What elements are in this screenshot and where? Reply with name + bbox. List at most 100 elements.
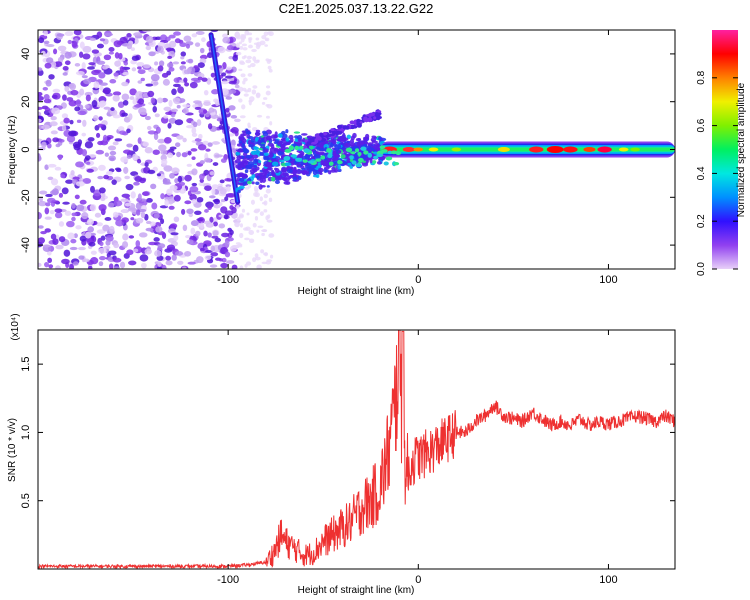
signal-hotspot bbox=[528, 146, 544, 153]
noise-blob bbox=[213, 204, 221, 209]
snr-y-tick-label: 1.5 bbox=[20, 356, 32, 371]
noise-blob bbox=[158, 144, 167, 152]
noise-blob bbox=[142, 141, 150, 147]
noise-blob bbox=[100, 100, 107, 107]
noise-blob bbox=[43, 98, 52, 104]
noise-blob bbox=[68, 100, 78, 107]
noise-blob bbox=[167, 152, 174, 158]
noise-blob bbox=[171, 167, 180, 174]
noise-blob bbox=[177, 175, 183, 183]
noise-blob bbox=[221, 257, 227, 263]
noise-blob bbox=[103, 54, 112, 61]
noise-blob bbox=[201, 77, 208, 82]
spectrogram-y-tick-label: -40 bbox=[20, 237, 32, 253]
signal-trail bbox=[373, 116, 377, 120]
noise-blob bbox=[199, 247, 205, 252]
noise-blob bbox=[38, 67, 43, 72]
noise-blob bbox=[169, 146, 177, 150]
noise-blob bbox=[124, 202, 132, 207]
signal-blob bbox=[238, 139, 243, 144]
noise-fringe bbox=[239, 45, 244, 50]
noise-blob bbox=[38, 118, 42, 123]
noise-blob bbox=[38, 142, 42, 147]
signal-blob bbox=[285, 137, 290, 142]
noise-blob bbox=[104, 217, 112, 221]
noise-blob bbox=[103, 106, 111, 110]
signal-blob bbox=[244, 169, 249, 174]
noise-blob bbox=[210, 252, 219, 257]
signal-blob bbox=[335, 154, 340, 159]
signal-blob bbox=[273, 134, 279, 139]
noise-fringe bbox=[247, 65, 252, 68]
noise-blob bbox=[86, 218, 94, 226]
signal-fleck bbox=[290, 154, 297, 158]
noise-blob bbox=[159, 34, 168, 42]
noise-blob bbox=[170, 232, 179, 236]
noise-blob bbox=[204, 255, 212, 261]
noise-blob bbox=[96, 229, 106, 234]
noise-fringe bbox=[247, 32, 253, 36]
noise-blob bbox=[201, 37, 206, 43]
noise-blob bbox=[104, 32, 114, 37]
noise-blob bbox=[156, 266, 162, 269]
noise-blob bbox=[121, 93, 130, 101]
noise-blob bbox=[191, 168, 198, 176]
signal-blob bbox=[341, 137, 349, 142]
noise-blob bbox=[82, 45, 92, 53]
noise-blob bbox=[122, 233, 129, 241]
noise-blob bbox=[107, 202, 115, 208]
signal-hotspot bbox=[563, 146, 578, 153]
signal-fleck bbox=[302, 159, 308, 163]
signal-blob bbox=[274, 168, 280, 174]
noise-blob bbox=[96, 31, 103, 38]
noise-blob bbox=[83, 78, 92, 85]
signal-blob bbox=[301, 133, 308, 136]
noise-blob bbox=[177, 260, 184, 265]
noise-blob bbox=[75, 70, 85, 76]
noise-blob bbox=[89, 204, 97, 212]
noise-blob bbox=[113, 200, 123, 207]
noise-blob bbox=[39, 196, 44, 202]
noise-fringe bbox=[250, 62, 256, 68]
signal-blob bbox=[274, 174, 279, 180]
signal-blob bbox=[254, 131, 261, 137]
noise-blob bbox=[169, 40, 177, 48]
noise-blob bbox=[84, 155, 91, 161]
signal-blob bbox=[349, 165, 353, 169]
signal-fleck bbox=[307, 160, 315, 164]
noise-blob bbox=[148, 51, 156, 57]
noise-fringe bbox=[261, 34, 267, 40]
signal-blob bbox=[237, 173, 243, 178]
noise-blob bbox=[103, 68, 113, 75]
signal-blob bbox=[239, 162, 244, 168]
noise-blob bbox=[185, 235, 191, 239]
noise-blob bbox=[232, 54, 238, 62]
noise-blob bbox=[177, 86, 185, 94]
noise-blob bbox=[54, 208, 63, 213]
noise-blob bbox=[160, 218, 165, 225]
noise-blob bbox=[185, 43, 190, 49]
noise-blob bbox=[190, 148, 198, 152]
signal-hotspot bbox=[583, 147, 596, 152]
noise-blob bbox=[167, 122, 172, 129]
noise-blob bbox=[228, 105, 236, 111]
noise-blob bbox=[119, 66, 124, 74]
noise-blob bbox=[108, 263, 114, 269]
signal-blob bbox=[318, 167, 324, 173]
signal-blob bbox=[252, 167, 258, 173]
noise-blob bbox=[191, 182, 198, 187]
noise-blob bbox=[195, 31, 205, 36]
noise-blob bbox=[77, 246, 86, 251]
noise-blob bbox=[168, 117, 177, 124]
signal-blob bbox=[239, 177, 245, 182]
noise-blob bbox=[101, 192, 106, 198]
noise-fringe bbox=[266, 259, 273, 263]
signal-fleck bbox=[390, 150, 398, 155]
noise-blob bbox=[196, 119, 202, 126]
signal-blob bbox=[277, 141, 283, 145]
noise-blob bbox=[112, 141, 119, 146]
noise-blob bbox=[183, 77, 188, 83]
noise-fringe bbox=[236, 216, 241, 222]
noise-blob bbox=[154, 61, 159, 66]
noise-blob bbox=[153, 213, 160, 219]
